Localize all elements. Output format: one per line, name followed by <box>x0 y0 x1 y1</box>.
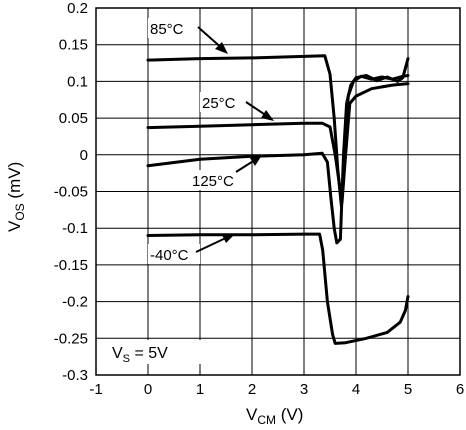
y-tick-label-0: 0.2 <box>67 0 88 17</box>
x-axis-title: VCM (V) <box>246 405 303 427</box>
anno-label-85c: 85°C <box>150 21 184 38</box>
anno-arrowhead-25c <box>261 110 274 121</box>
y-axis-title: VOS (mV) <box>5 162 27 232</box>
series-line-3 <box>146 232 410 345</box>
y-tick-label-10: -0.3 <box>62 367 88 384</box>
x-tick-labels: -1 0 1 2 3 4 5 6 <box>89 381 464 398</box>
anno-125-bg <box>190 170 248 190</box>
y-tick-label-4: 0 <box>80 147 88 164</box>
anno-25-bg <box>200 92 250 112</box>
y-tick-label-7: -0.15 <box>54 257 88 274</box>
y-tick-label-1: 0.15 <box>59 37 88 54</box>
anno-label-m40c: -40°C <box>150 247 189 264</box>
x-tick-label-5: 4 <box>352 381 360 398</box>
x-tick-label-3: 2 <box>248 381 256 398</box>
series-line-2 <box>146 57 410 245</box>
anno-arrowhead-125c <box>250 155 262 166</box>
y-tick-label-2: 0.1 <box>67 73 88 90</box>
y-tick-label-5: -0.05 <box>54 184 88 201</box>
y-tick-label-6: -0.1 <box>62 220 88 237</box>
anno-arrowhead-m40c <box>222 234 235 243</box>
anno-m40-bg <box>148 244 200 264</box>
anno-arrowhead-85c <box>215 42 228 54</box>
x-tick-label-7: 6 <box>456 381 464 398</box>
y-tick-label-8: -0.2 <box>62 294 88 311</box>
y-tick-label-3: 0.05 <box>59 110 88 127</box>
series-layer <box>146 54 410 345</box>
annotations: 85°C 25°C 125°C -40°C VS = 5V <box>108 18 274 365</box>
x-tick-label-6: 5 <box>404 381 412 398</box>
conditions-bg <box>108 340 202 364</box>
series-line-1 <box>146 82 410 204</box>
x-tick-label-2: 1 <box>196 381 204 398</box>
anno-label-125c: 125°C <box>192 173 234 190</box>
y-tick-label-9: -0.25 <box>54 330 88 347</box>
y-tick-labels: 0.2 0.15 0.1 0.05 0 -0.05 -0.1 -0.15 -0.2 -0.25 -0… <box>54 0 88 384</box>
x-tick-label-1: 0 <box>144 381 152 398</box>
anno-label-25c: 25°C <box>202 95 236 112</box>
conditions-label: VS = 5V <box>112 345 168 365</box>
plot-frame <box>95 7 461 376</box>
anno-85-bg <box>148 18 198 38</box>
x-tick-label-0: -1 <box>89 381 102 398</box>
x-tick-label-4: 3 <box>300 381 308 398</box>
